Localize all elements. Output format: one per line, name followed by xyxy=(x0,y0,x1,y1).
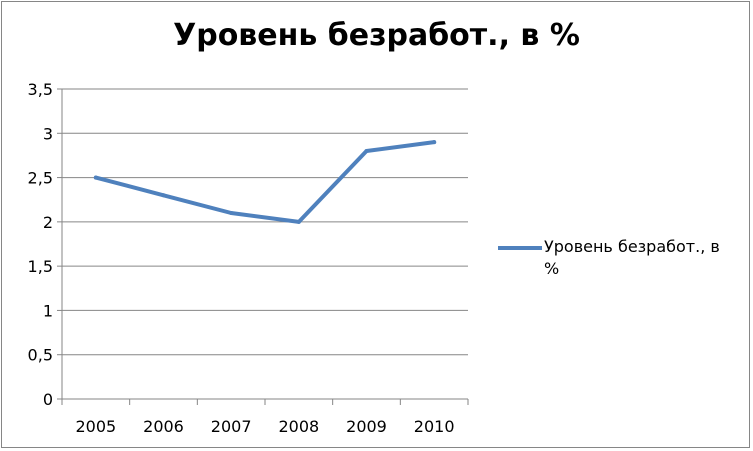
data-point xyxy=(296,219,301,224)
y-tick-label: 1,5 xyxy=(28,257,53,276)
y-tick-label: 0,5 xyxy=(28,346,53,365)
legend: Уровень безработ., в % xyxy=(498,236,738,280)
y-tick-label: 1 xyxy=(43,301,53,320)
series-line xyxy=(93,140,437,224)
y-tick-label: 0 xyxy=(43,390,53,409)
legend-label: Уровень безработ., в % xyxy=(544,237,720,278)
data-point xyxy=(161,193,166,198)
x-tick-label: 2010 xyxy=(414,417,455,436)
y-tick-label: 2,5 xyxy=(28,169,53,188)
data-point xyxy=(229,211,234,215)
data-point xyxy=(364,149,369,153)
x-tick-label: 2006 xyxy=(143,417,184,436)
y-tick-label: 2 xyxy=(43,213,53,232)
y-tick-label: 3 xyxy=(43,124,53,143)
x-tick-label: 2005 xyxy=(75,417,116,436)
x-tick-label: 2007 xyxy=(211,417,252,436)
legend-swatch xyxy=(498,246,542,250)
x-tick-label: 2009 xyxy=(346,417,387,436)
y-tick-label: 3,5 xyxy=(28,80,53,99)
chart-title: Уровень безработ., в % xyxy=(173,18,580,53)
x-tick-label: 2008 xyxy=(278,417,319,436)
data-point xyxy=(432,140,437,145)
data-point xyxy=(93,175,98,180)
